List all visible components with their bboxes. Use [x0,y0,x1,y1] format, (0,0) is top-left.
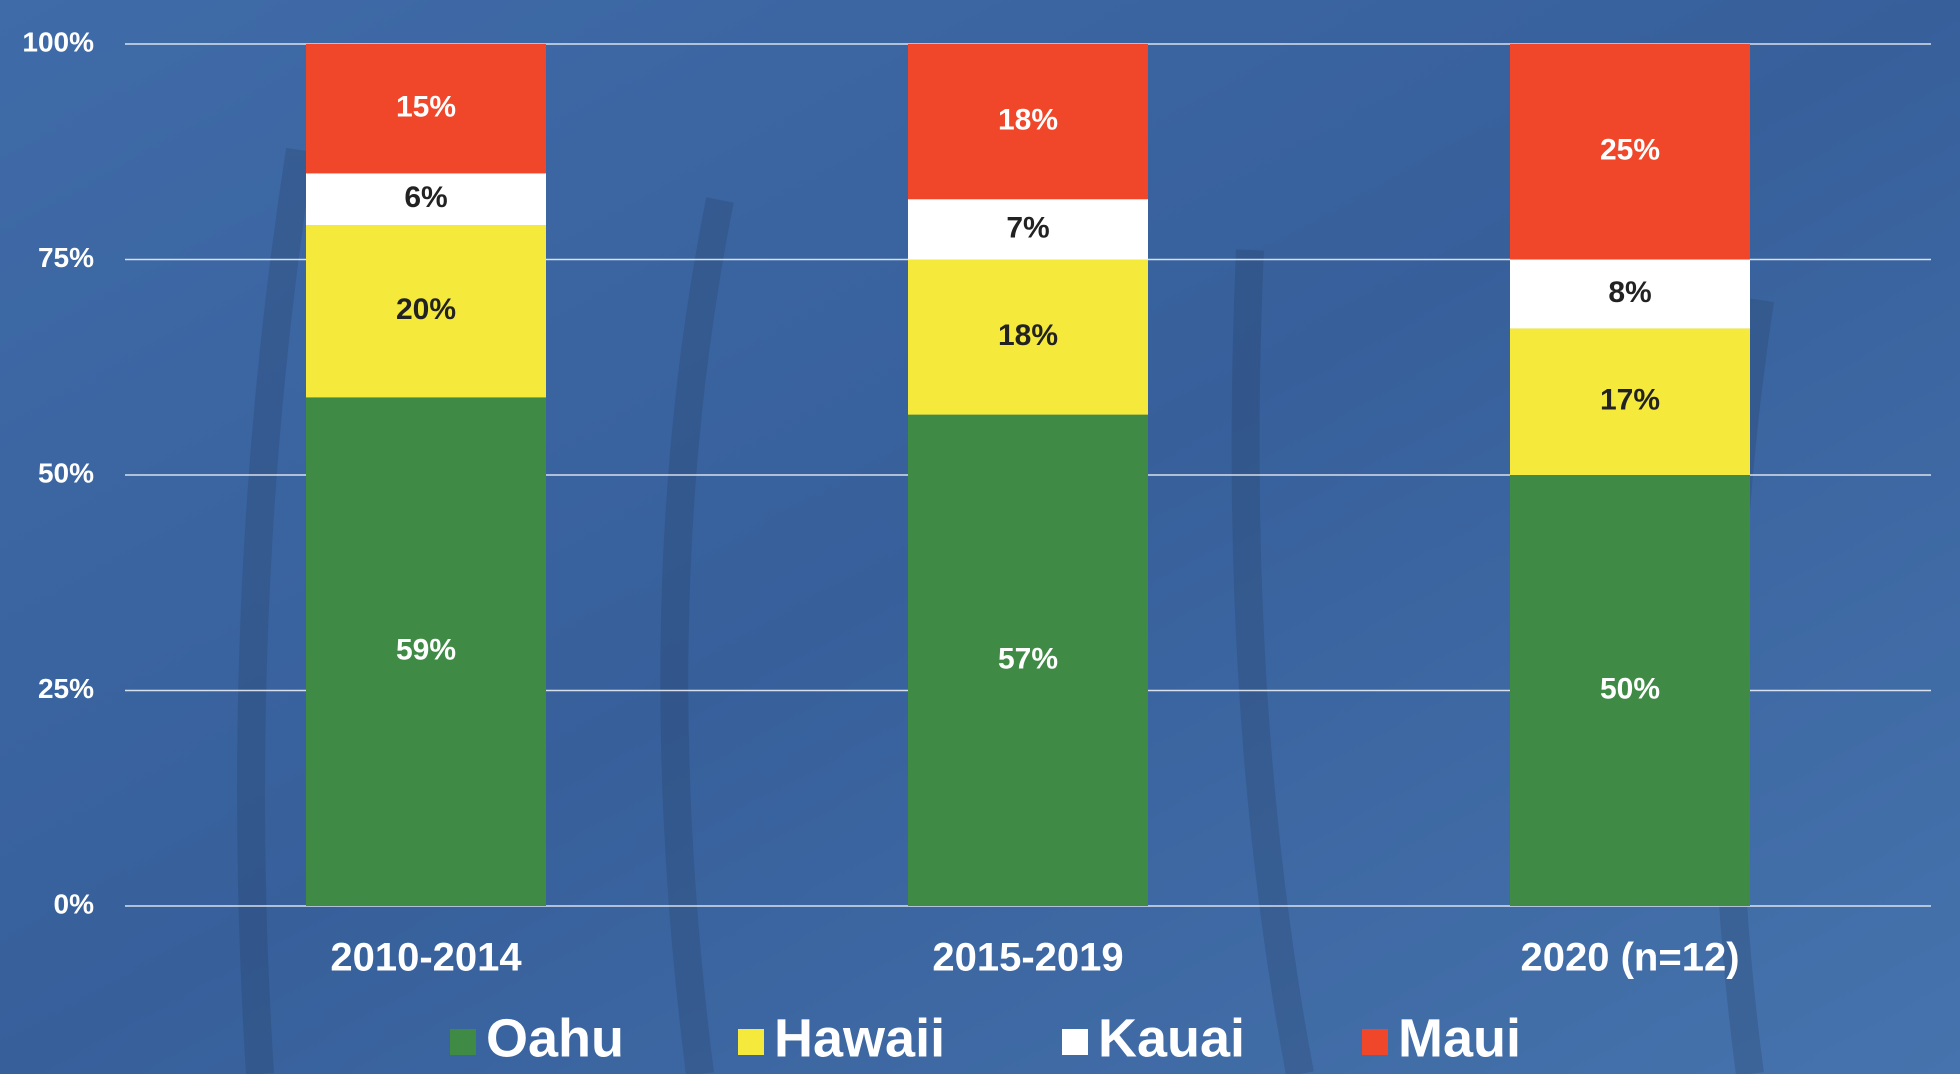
legend-swatch [738,1029,764,1055]
y-tick-label: 25% [38,673,94,704]
legend-label: Oahu [486,1008,624,1068]
value-label: 18% [998,104,1058,137]
bar-segment [306,44,546,174]
x-tick-label: 2015-2019 [932,936,1123,980]
legend-label: Maui [1398,1008,1521,1068]
value-label: 17% [1600,384,1660,417]
bar-segment [306,173,546,226]
bar-segment [1510,44,1750,260]
x-tick-label: 2020 (n=12) [1520,936,1739,980]
y-tick-label: 50% [38,457,94,488]
value-label: 59% [396,634,456,667]
legend-swatch [450,1029,476,1055]
bar-segment [306,397,546,906]
legend-label: Hawaii [774,1008,945,1068]
value-label: 20% [396,293,456,326]
legend-label: Kauai [1098,1008,1245,1068]
value-label: 7% [1006,211,1049,244]
value-label: 8% [1608,276,1651,309]
legend-swatch [1062,1029,1088,1055]
y-tick-label: 100% [22,26,94,57]
y-tick-label: 0% [54,888,95,919]
value-label: 50% [1600,672,1660,705]
value-label: 57% [998,642,1058,675]
value-label: 25% [1600,134,1660,167]
y-tick-label: 75% [38,242,94,273]
value-label: 6% [404,181,447,214]
value-label: 15% [396,91,456,124]
bar-segment [306,225,546,398]
legend-swatch [1362,1029,1388,1055]
bar-segment [1510,259,1750,329]
bar-segment [1510,475,1750,906]
bar-segment [908,44,1148,200]
x-tick-label: 2010-2014 [330,936,522,980]
value-label: 18% [998,319,1058,352]
bar-segment [908,259,1148,415]
bar-segment [1510,328,1750,475]
bar-segment [908,199,1148,260]
bar-segment [908,414,1148,906]
